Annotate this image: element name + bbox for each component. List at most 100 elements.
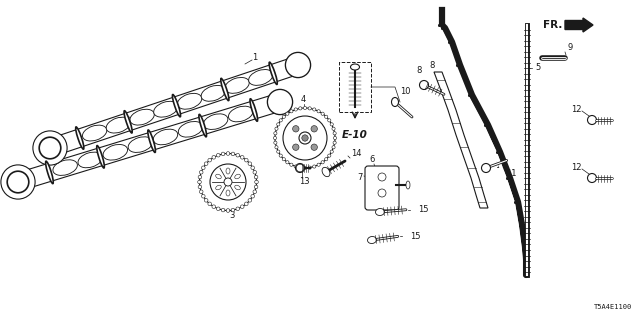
Circle shape	[204, 198, 208, 202]
Ellipse shape	[45, 161, 53, 184]
Circle shape	[308, 107, 311, 110]
Circle shape	[226, 209, 230, 212]
Circle shape	[244, 158, 248, 162]
Circle shape	[283, 116, 327, 160]
Circle shape	[255, 180, 259, 184]
Circle shape	[330, 123, 333, 126]
Text: 15: 15	[410, 232, 420, 241]
Circle shape	[333, 141, 336, 144]
Text: 3: 3	[229, 212, 235, 220]
Circle shape	[208, 158, 211, 162]
Circle shape	[333, 132, 336, 135]
Circle shape	[294, 165, 298, 168]
Circle shape	[275, 108, 335, 168]
Text: E-10: E-10	[342, 130, 368, 140]
Ellipse shape	[269, 62, 277, 84]
Circle shape	[253, 190, 257, 194]
Circle shape	[275, 127, 278, 130]
Circle shape	[321, 161, 324, 164]
Circle shape	[286, 161, 289, 164]
Circle shape	[313, 108, 316, 111]
Text: 8: 8	[416, 67, 422, 76]
Circle shape	[324, 115, 328, 118]
Ellipse shape	[216, 185, 221, 190]
Ellipse shape	[226, 168, 230, 174]
Ellipse shape	[250, 99, 258, 121]
Ellipse shape	[76, 127, 84, 149]
Circle shape	[221, 208, 225, 212]
Text: 8: 8	[429, 60, 435, 69]
Circle shape	[251, 195, 255, 198]
Circle shape	[200, 190, 203, 194]
Ellipse shape	[204, 114, 228, 130]
Text: 12: 12	[571, 105, 581, 114]
Circle shape	[210, 164, 246, 200]
Circle shape	[276, 150, 280, 153]
Circle shape	[254, 185, 258, 189]
Circle shape	[330, 150, 333, 153]
Ellipse shape	[235, 174, 240, 179]
Ellipse shape	[235, 185, 240, 190]
Circle shape	[313, 165, 316, 168]
Ellipse shape	[78, 152, 102, 168]
Ellipse shape	[406, 181, 410, 189]
Circle shape	[244, 202, 248, 206]
Text: 4: 4	[300, 95, 306, 105]
Circle shape	[308, 166, 311, 169]
Circle shape	[286, 112, 289, 115]
Ellipse shape	[7, 171, 29, 193]
Text: 11: 11	[506, 170, 516, 179]
Text: 1: 1	[252, 53, 258, 62]
Ellipse shape	[130, 109, 154, 125]
Circle shape	[317, 163, 320, 166]
Polygon shape	[47, 56, 301, 156]
Circle shape	[200, 171, 203, 174]
Ellipse shape	[285, 52, 310, 78]
Text: 2: 2	[117, 117, 123, 126]
Ellipse shape	[351, 64, 360, 70]
Circle shape	[198, 185, 202, 189]
Circle shape	[204, 162, 208, 165]
Circle shape	[241, 205, 244, 209]
Circle shape	[302, 135, 308, 141]
Circle shape	[216, 207, 220, 211]
Ellipse shape	[53, 160, 77, 175]
Ellipse shape	[97, 146, 104, 168]
Circle shape	[212, 205, 216, 209]
Circle shape	[294, 108, 298, 111]
Circle shape	[236, 153, 239, 157]
Circle shape	[273, 136, 276, 140]
Circle shape	[378, 189, 386, 197]
Circle shape	[274, 132, 277, 135]
Polygon shape	[434, 72, 488, 208]
Text: 14: 14	[351, 149, 362, 158]
Circle shape	[216, 153, 220, 157]
Ellipse shape	[376, 209, 385, 215]
Ellipse shape	[154, 101, 178, 117]
Text: 7: 7	[357, 173, 363, 182]
Circle shape	[311, 144, 317, 150]
Ellipse shape	[103, 144, 127, 160]
Circle shape	[290, 163, 293, 166]
Ellipse shape	[481, 164, 490, 172]
Ellipse shape	[221, 78, 229, 100]
Ellipse shape	[83, 125, 107, 141]
Circle shape	[253, 171, 257, 174]
Ellipse shape	[199, 114, 207, 137]
Ellipse shape	[392, 98, 399, 107]
Ellipse shape	[106, 117, 131, 133]
Circle shape	[299, 132, 311, 144]
Circle shape	[279, 119, 282, 122]
Text: 11: 11	[495, 161, 506, 170]
Circle shape	[202, 195, 205, 198]
Ellipse shape	[225, 77, 249, 93]
Circle shape	[236, 207, 239, 211]
Circle shape	[328, 119, 331, 122]
Circle shape	[275, 146, 278, 149]
Circle shape	[296, 164, 304, 172]
Text: 13: 13	[299, 178, 309, 187]
Circle shape	[274, 141, 277, 144]
Text: 5: 5	[535, 63, 540, 73]
Circle shape	[198, 175, 202, 179]
Circle shape	[200, 154, 257, 211]
